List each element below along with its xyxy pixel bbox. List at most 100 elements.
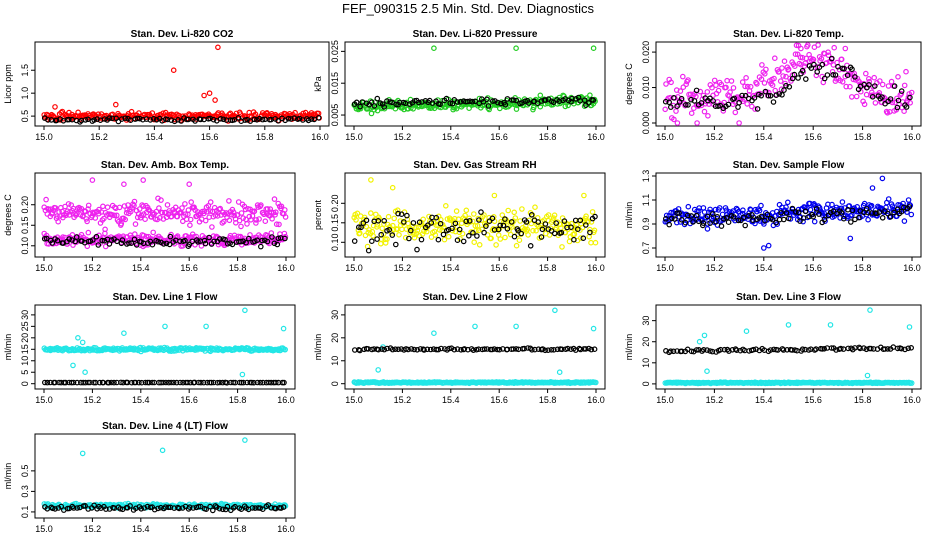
data-point xyxy=(744,83,751,90)
panel-title: Stan. Dev. Line 4 (LT) Flow xyxy=(102,421,228,432)
data-point xyxy=(449,225,455,232)
data-point xyxy=(466,218,473,224)
x-tick-label: 15.8 xyxy=(854,395,872,405)
data-point xyxy=(770,99,777,105)
data-point xyxy=(280,504,287,510)
data-point xyxy=(801,63,808,69)
data-point xyxy=(85,379,92,386)
data-point xyxy=(80,212,86,219)
x-tick-label: 16.0 xyxy=(277,524,295,534)
data-point xyxy=(592,379,599,386)
data-point xyxy=(718,223,725,229)
data-point xyxy=(186,504,193,511)
data-point xyxy=(104,204,111,211)
data-point xyxy=(192,242,198,248)
data-point xyxy=(869,94,876,100)
data-point xyxy=(754,106,761,112)
data-point xyxy=(525,100,532,106)
data-point xyxy=(146,379,152,386)
data-point xyxy=(249,379,255,386)
data-point xyxy=(212,503,219,509)
data-point xyxy=(868,202,875,209)
data-point xyxy=(458,220,465,227)
data-point xyxy=(830,72,836,78)
y-axis-label: ml/min xyxy=(3,463,13,490)
data-point xyxy=(724,77,730,84)
y-tick-label: 30 xyxy=(20,310,30,320)
data-point xyxy=(758,202,764,209)
panel-title: Stan. Dev. Line 1 Flow xyxy=(113,292,218,303)
data-point xyxy=(108,379,115,386)
data-point xyxy=(907,100,914,106)
data-point xyxy=(406,235,412,242)
data-point xyxy=(368,99,375,106)
data-point xyxy=(275,118,281,124)
data-point xyxy=(188,199,195,205)
data-point xyxy=(259,116,266,123)
data-point xyxy=(264,238,271,245)
data-point xyxy=(513,346,520,352)
data-point xyxy=(420,216,427,223)
y-tick-label: 0.010 xyxy=(641,76,651,99)
data-point xyxy=(865,209,871,216)
data-point xyxy=(484,96,490,103)
x-tick-label: 15.0 xyxy=(345,132,363,142)
data-point xyxy=(52,205,59,211)
data-point xyxy=(163,240,170,247)
series-secondary xyxy=(41,233,288,250)
outlier-point xyxy=(52,104,58,110)
data-point xyxy=(693,87,700,94)
data-point xyxy=(380,231,387,237)
panel-title: Stan. Dev. Line 3 Flow xyxy=(736,292,841,303)
data-point xyxy=(885,196,892,202)
data-point xyxy=(272,209,279,216)
data-point xyxy=(707,348,713,354)
data-point xyxy=(132,379,139,386)
data-point xyxy=(588,346,595,353)
data-point xyxy=(149,110,156,116)
data-point xyxy=(671,116,677,123)
data-point xyxy=(65,201,72,207)
data-point xyxy=(859,208,866,215)
data-point xyxy=(531,346,538,353)
x-tick-label: 15.2 xyxy=(394,263,412,273)
data-point xyxy=(66,236,73,242)
data-point xyxy=(695,208,702,214)
x-tick-label: 16.0 xyxy=(311,132,329,142)
data-point xyxy=(891,209,897,216)
data-point xyxy=(755,206,762,213)
data-point xyxy=(499,212,506,218)
data-point xyxy=(269,216,275,222)
outlier-point xyxy=(242,437,248,443)
outlier-point xyxy=(491,192,498,199)
data-point xyxy=(118,240,125,247)
data-point xyxy=(454,99,461,105)
data-point xyxy=(182,211,189,217)
data-point xyxy=(229,241,236,248)
data-point xyxy=(527,243,534,249)
chart-panel: Stan. Dev. Line 1 Flow 15.0 15.2 15.4 15.6 15… xyxy=(3,292,296,405)
data-point xyxy=(381,346,388,353)
outlier-point xyxy=(239,371,246,378)
data-point xyxy=(224,503,231,510)
data-point xyxy=(705,113,711,119)
x-tick-label: 15.2 xyxy=(84,395,102,405)
data-point xyxy=(456,226,463,233)
data-point xyxy=(395,210,401,217)
series-secondary xyxy=(351,209,598,254)
y-tick-label: 0.20 xyxy=(330,195,340,213)
plot-frame xyxy=(34,41,330,127)
y-axis-label: degrees C xyxy=(624,63,634,105)
data-point xyxy=(742,222,749,229)
data-point xyxy=(838,210,845,216)
data-point xyxy=(99,237,106,244)
outlier-point xyxy=(389,184,396,191)
outlier-point xyxy=(736,120,742,126)
y-tick-label: 0.20 xyxy=(20,196,30,214)
data-point xyxy=(391,215,398,222)
data-point xyxy=(666,99,673,106)
x-tick-label: 15.6 xyxy=(804,132,822,142)
data-point xyxy=(165,504,172,511)
data-point xyxy=(433,214,440,221)
data-point xyxy=(710,98,716,104)
